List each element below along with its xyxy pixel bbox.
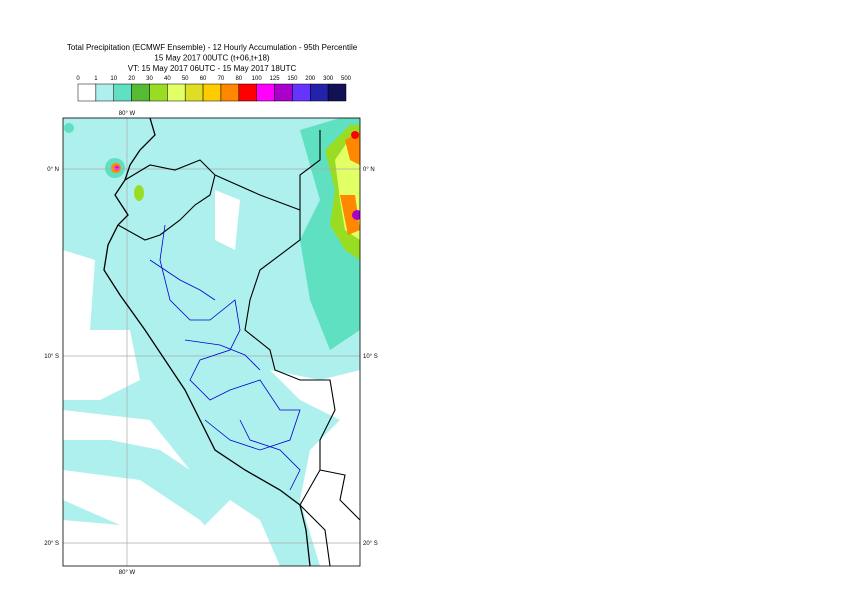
- legend-swatch: [310, 83, 329, 102]
- legend-label: 80: [235, 76, 242, 82]
- legend-label: 60: [200, 76, 207, 82]
- wet-spot: [351, 131, 359, 139]
- legend-label: 40: [164, 76, 171, 82]
- legend-swatch: [238, 83, 257, 102]
- wet-area: [340, 132, 360, 235]
- legend-label: 100: [252, 76, 263, 82]
- legend-swatch: [113, 83, 132, 102]
- legend-label: 20: [128, 76, 135, 82]
- admin-border: [149, 224, 301, 491]
- legend-label: 30: [146, 76, 153, 82]
- legend-swatch: [77, 83, 97, 102]
- dry-area: [215, 190, 240, 250]
- legend-swatch: [327, 83, 347, 102]
- legend-swatch: [292, 83, 311, 102]
- lat-label: 20° S: [44, 541, 59, 547]
- map-frame: [62, 117, 361, 567]
- legend: 0 1 10 20 30 40 50 60 70 80 100 125 150 200 300 500: [76, 76, 352, 102]
- wet-spot: [114, 165, 120, 171]
- legend-swatch: [149, 83, 168, 102]
- lat-label: 10° S: [363, 354, 378, 360]
- dry-area: [200, 500, 280, 566]
- coastline: [103, 118, 311, 566]
- legend-label: 10: [110, 76, 117, 82]
- legend-swatch: [184, 83, 204, 102]
- lat-label: 10° S: [44, 354, 59, 360]
- dry-area: [63, 410, 240, 566]
- dry-area: [63, 250, 140, 400]
- lat-label: 0° N: [47, 167, 59, 173]
- legend-label: 300: [323, 76, 334, 82]
- lon-label: 80° W: [119, 570, 136, 576]
- legend-swatch: [220, 83, 240, 102]
- legend-label: 150: [287, 76, 298, 82]
- legend-label: 50: [182, 76, 189, 82]
- legend-label: 1: [94, 76, 98, 82]
- map-labels: 80° W 80° W 0° N 0° N 10° S 10° S 20° S 20° S: [44, 111, 378, 576]
- wet-spot: [64, 123, 74, 133]
- lat-label: 0° N: [363, 167, 375, 173]
- lat-label: 20° S: [363, 541, 378, 547]
- legend-label: 500: [341, 76, 352, 82]
- wet-spot: [352, 210, 360, 220]
- country-border: [117, 130, 360, 566]
- legend-swatch: [167, 83, 186, 102]
- dry-area: [270, 370, 360, 566]
- legend-label: 125: [270, 76, 281, 82]
- lon-label: 80° W: [119, 111, 136, 117]
- legend-swatch: [131, 83, 150, 102]
- legend-swatch: [202, 83, 222, 102]
- title-line: VT: 15 May 2017 06UTC - 15 May 2017 18UT…: [128, 64, 297, 73]
- legend-label: 70: [218, 76, 225, 82]
- legend-swatch: [274, 83, 293, 102]
- wet-spot: [134, 185, 144, 201]
- legend-swatch: [256, 83, 275, 102]
- title-line: 15 May 2017 00UTC (t+06,t+18): [154, 54, 270, 63]
- title-line: Total Precipitation (ECMWF Ensemble) - 1…: [67, 43, 358, 52]
- legend-swatch: [95, 83, 114, 102]
- map-area: [63, 118, 360, 566]
- legend-label: 0: [76, 76, 80, 82]
- legend-label: 200: [305, 76, 316, 82]
- title: Total Precipitation (ECMWF Ensemble) - 1…: [67, 43, 358, 73]
